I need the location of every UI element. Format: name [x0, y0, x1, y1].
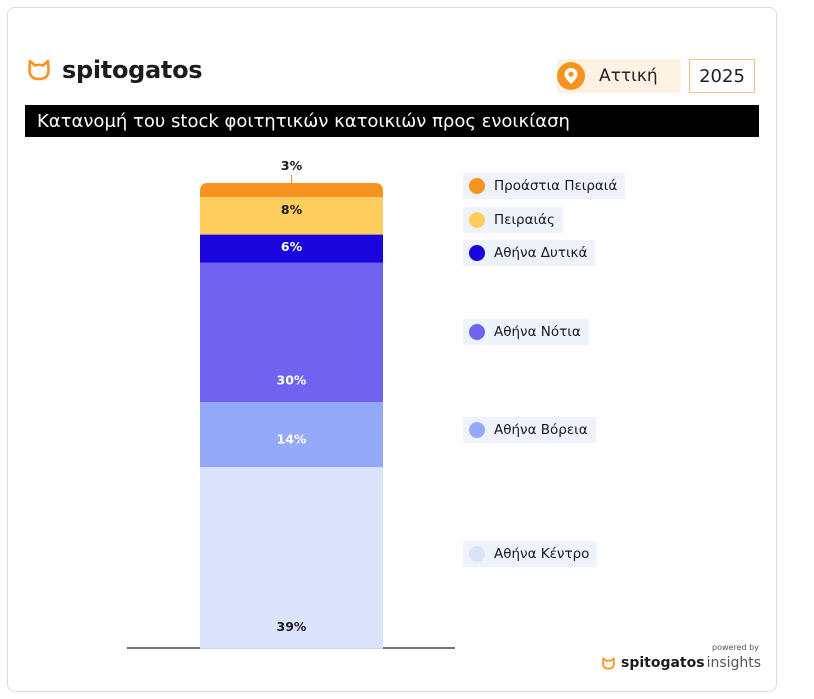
legend-label: Αθήνα Δυτικά: [494, 245, 588, 261]
data-label-4: 8%: [281, 202, 303, 217]
cat-head-icon: [602, 656, 615, 670]
footer-brand-name: spitogatos: [621, 655, 705, 671]
legend-item: Αθήνα Νότια: [463, 319, 589, 345]
legend-item: Αθήνα Κέντρο: [463, 541, 598, 567]
brand-logo: spitogatos: [26, 56, 203, 84]
legend-swatch: [469, 212, 485, 228]
bar-segment-1: [200, 401, 383, 468]
legend-label: Αθήνα Νότια: [494, 324, 581, 340]
chart-title: Κατανομή του stock φοιτητικών κατοικιών …: [25, 105, 759, 137]
legend-item: Αθήνα Δυτικά: [463, 240, 596, 266]
legend-swatch: [469, 324, 485, 340]
powered-by-label: powered by: [712, 643, 759, 652]
bar-segment-0: [200, 466, 383, 649]
bar-segment-2: [200, 262, 383, 403]
legend-item: Προάστια Πειραιά: [463, 173, 626, 199]
legend-item: Αθήνα Βόρεια: [463, 417, 596, 443]
bar-segment-4: [200, 196, 383, 235]
region-selector[interactable]: Αττική: [557, 59, 681, 93]
bar-segment-5: [200, 183, 383, 197]
legend-label: Αθήνα Κέντρο: [494, 546, 590, 562]
legend-label: Αθήνα Βόρεια: [494, 422, 588, 438]
data-label-3: 6%: [281, 239, 303, 254]
bar-segment-3: [200, 234, 383, 263]
legend-swatch: [469, 178, 485, 194]
brand-name: spitogatos: [62, 56, 203, 84]
legend-item: Πειραιάς: [463, 207, 563, 233]
footer-brand-suffix: insights: [706, 655, 762, 671]
year-selector[interactable]: 2025: [689, 59, 755, 93]
data-label-0: 39%: [277, 619, 307, 634]
data-label-1: 14%: [277, 432, 307, 447]
cat-head-icon: [28, 59, 50, 81]
region-label: Αττική: [599, 66, 658, 86]
footer-brand: spitogatos insights: [601, 655, 761, 671]
legend-swatch: [469, 422, 485, 438]
data-label-2: 30%: [277, 373, 307, 388]
legend-label: Πειραιάς: [494, 212, 555, 228]
data-label-5: 3%: [281, 158, 303, 173]
legend-swatch: [469, 546, 485, 562]
legend-label: Προάστια Πειραιά: [494, 178, 618, 194]
legend-swatch: [469, 245, 485, 261]
location-pin-icon: [557, 62, 585, 90]
